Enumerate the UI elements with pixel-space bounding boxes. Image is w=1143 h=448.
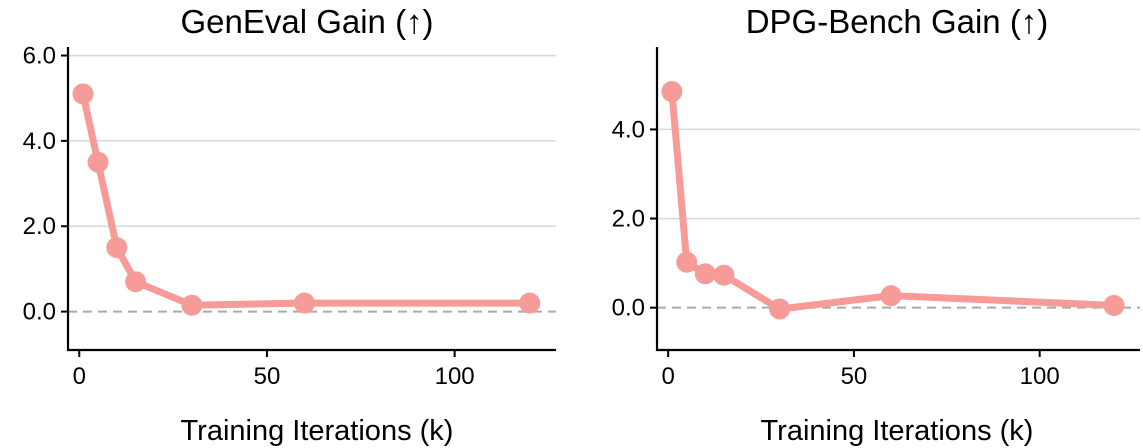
chart-title: GenEval Gain (↑) bbox=[180, 3, 433, 40]
data-point bbox=[676, 251, 698, 273]
chart-geneval: GenEval Gain (↑) Training Iterations (k)… bbox=[23, 3, 556, 447]
data-point bbox=[293, 292, 315, 314]
chart-dpg-bench: DPG-Bench Gain (↑) Training Iterations (… bbox=[612, 3, 1140, 447]
data-point bbox=[181, 294, 203, 316]
x-tick-label: 50 bbox=[254, 363, 281, 390]
x-tick-label: 100 bbox=[435, 363, 475, 390]
data-point bbox=[880, 285, 902, 307]
data-point bbox=[769, 298, 791, 320]
series-line bbox=[668, 88, 1118, 313]
y-tick-label: 0.0 bbox=[612, 295, 645, 322]
data-point bbox=[519, 292, 541, 314]
data-point bbox=[106, 237, 128, 259]
x-tick-label: 0 bbox=[73, 363, 86, 390]
x-tick-label: 50 bbox=[841, 363, 868, 390]
data-point bbox=[661, 81, 683, 103]
data-point bbox=[1103, 294, 1125, 316]
y-tick-label: 2.0 bbox=[23, 213, 56, 240]
y-tick-label: 0.0 bbox=[23, 299, 56, 326]
y-tick-label: 4.0 bbox=[23, 128, 56, 155]
x-tick-label: 0 bbox=[661, 363, 674, 390]
data-point bbox=[125, 271, 147, 293]
series-line bbox=[79, 90, 534, 309]
chart-title: DPG-Bench Gain (↑) bbox=[746, 3, 1049, 40]
y-tick-label: 6.0 bbox=[23, 43, 56, 70]
data-point bbox=[713, 264, 735, 286]
x-axis-label: Training Iterations (k) bbox=[761, 415, 1034, 447]
x-tick-label: 100 bbox=[1020, 363, 1060, 390]
data-point bbox=[694, 263, 716, 285]
y-tick-label: 2.0 bbox=[612, 206, 645, 233]
y-tick-label: 4.0 bbox=[612, 116, 645, 143]
data-point bbox=[72, 83, 94, 105]
data-point bbox=[87, 151, 109, 173]
x-axis-label: Training Iterations (k) bbox=[181, 415, 454, 447]
